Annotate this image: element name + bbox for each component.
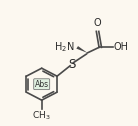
- Text: O: O: [94, 18, 101, 28]
- Text: S: S: [68, 58, 75, 71]
- Polygon shape: [76, 46, 87, 53]
- Text: H$_2$N: H$_2$N: [54, 40, 75, 54]
- Text: OH: OH: [113, 42, 128, 52]
- Text: Abs: Abs: [35, 80, 49, 89]
- Text: CH$_3$: CH$_3$: [32, 110, 51, 122]
